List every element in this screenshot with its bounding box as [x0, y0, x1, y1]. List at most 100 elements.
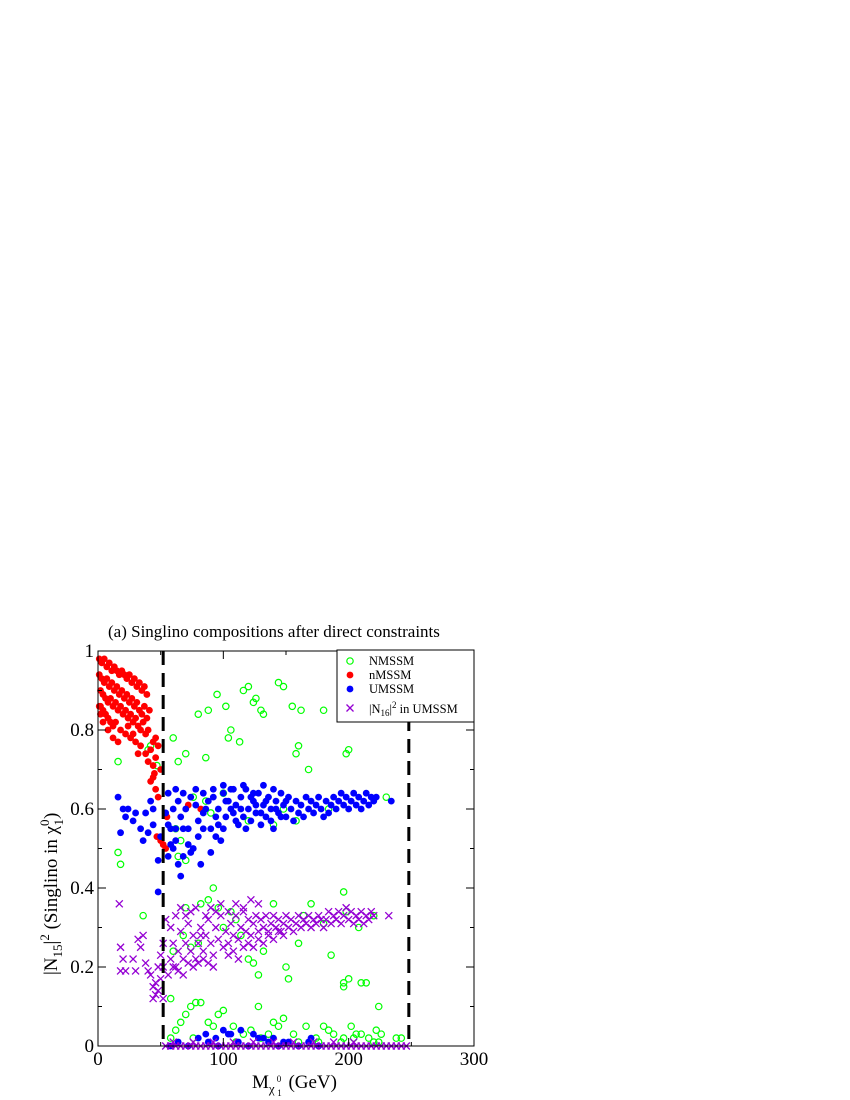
point-nmssm	[135, 679, 143, 686]
point-umssm-n16-2	[144, 966, 153, 975]
point-umssm-n16-2	[279, 931, 288, 940]
point-umssm-n16-2	[204, 915, 213, 924]
point-umssm-n16-2	[166, 955, 175, 964]
point-umssm	[149, 821, 157, 829]
point-umssm-n16-2	[249, 1038, 258, 1047]
point-umssm	[265, 1038, 272, 1046]
point-nmssm	[152, 734, 160, 742]
point-umssm	[222, 797, 230, 805]
point-nmssm	[123, 691, 131, 698]
point-umssm-n16-2	[246, 895, 255, 904]
point-umssm	[252, 801, 260, 809]
point-umssm-n16-2	[201, 911, 210, 920]
point-umssm	[250, 789, 257, 797]
point-umssm-n16-2	[171, 963, 180, 971]
point-umssm-n16-2	[337, 919, 346, 928]
point-umssm	[117, 829, 124, 837]
point-nmssm	[249, 959, 258, 967]
point-nmssm	[352, 1030, 360, 1038]
point-umssm-n16-2	[154, 963, 163, 971]
point-umssm	[320, 813, 327, 821]
point-umssm-n16-2	[264, 927, 273, 936]
point-nmssm	[125, 671, 133, 679]
point-umssm	[255, 789, 262, 797]
point-umssm	[212, 833, 220, 841]
point-umssm	[199, 789, 207, 797]
point-umssm-n16-2	[236, 923, 245, 932]
point-nmssm	[169, 947, 178, 956]
point-umssm-n16-2	[364, 915, 373, 924]
point-umssm-n16-2	[179, 970, 188, 979]
point-nmssm	[357, 1030, 366, 1038]
point-nmssm	[181, 1010, 190, 1019]
point-umssm	[300, 813, 307, 821]
point-umssm-n16-2	[229, 931, 238, 940]
point-umssm	[365, 801, 373, 809]
point-umssm-n16-2	[279, 919, 288, 928]
point-nmssm	[105, 659, 113, 667]
point-nmssm	[109, 734, 117, 742]
point-umssm	[257, 809, 265, 817]
point-nmssm	[143, 691, 151, 698]
point-umssm-n16-2	[352, 911, 361, 920]
point-umssm	[297, 801, 305, 809]
point-umssm	[147, 797, 155, 805]
point-umssm	[124, 805, 132, 813]
point-nmssm	[254, 971, 263, 979]
point-nmssm	[112, 698, 119, 706]
point-umssm-n16-2	[146, 970, 155, 979]
point-umssm-n16-2	[319, 923, 328, 932]
point-umssm	[247, 817, 255, 825]
point-umssm-n16-2	[116, 943, 125, 952]
point-umssm-n16-2	[194, 959, 203, 968]
point-umssm-n16-2	[241, 927, 250, 936]
point-umssm-n16-2	[209, 951, 218, 960]
point-umssm	[387, 797, 395, 805]
point-nmssm	[244, 955, 253, 963]
point-umssm	[350, 789, 358, 797]
point-umssm	[167, 825, 175, 833]
point-umssm	[272, 797, 280, 805]
point-umssm	[317, 805, 325, 813]
point-umssm	[132, 809, 140, 817]
point-umssm-n16-2	[267, 919, 275, 928]
point-umssm	[282, 813, 290, 821]
point-umssm	[295, 809, 302, 817]
point-nmssm	[147, 777, 155, 785]
point-umssm	[182, 805, 190, 813]
point-nmssm	[274, 1022, 283, 1031]
point-umssm	[144, 829, 152, 837]
point-nmssm	[137, 742, 145, 750]
y-axis-label: |N15|2 (Singlino in χ01)	[37, 813, 66, 975]
point-umssm	[207, 825, 215, 833]
point-umssm	[327, 801, 335, 809]
point-umssm-n16-2	[121, 966, 130, 975]
point-umssm	[209, 793, 217, 801]
point-nmssm	[252, 694, 260, 703]
legend-label-n-mssm: nMSSM	[369, 668, 411, 682]
point-umssm-n16-2	[322, 915, 331, 924]
point-umssm-n16-2	[131, 966, 140, 975]
point-umssm-n16-2	[282, 911, 290, 920]
y-tick-label: 0.6	[70, 799, 94, 820]
point-nmssm	[235, 738, 244, 746]
x-axis-label: Mχ0 1 (GeV)	[252, 1072, 337, 1098]
point-nmssm	[219, 923, 228, 932]
point-umssm	[187, 793, 195, 801]
y-tick-label: 1	[85, 641, 95, 662]
point-umssm-n16-2	[309, 1038, 318, 1047]
point-umssm	[187, 849, 195, 856]
point-umssm-n16-2	[164, 970, 173, 979]
point-umssm-n16-2	[136, 943, 145, 952]
point-nmssm	[282, 963, 290, 971]
point-nmssm	[138, 710, 146, 718]
point-umssm-n16-2	[299, 915, 308, 924]
point-nmssm	[132, 714, 140, 722]
point-umssm-n16-2	[211, 907, 220, 916]
legend: NMSSM nMSSM UMSSM |N16|2 in UMSSM	[336, 649, 475, 723]
point-umssm-n16-2	[259, 923, 268, 932]
point-umssm	[207, 849, 215, 856]
point-umssm-n16-2	[251, 911, 260, 920]
point-umssm-n16-2	[327, 919, 336, 928]
